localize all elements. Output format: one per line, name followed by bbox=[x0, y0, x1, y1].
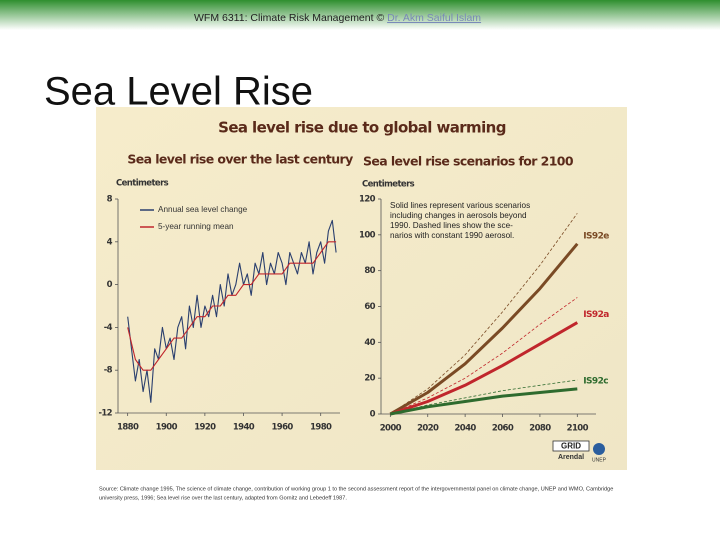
chart-title: Sea level rise scenarios for 2100 bbox=[363, 154, 574, 169]
source-line: university press, 1996; Sea level rise o… bbox=[99, 495, 347, 501]
logo-emblem bbox=[593, 443, 605, 455]
chart-title: Sea level rise over the last century bbox=[127, 152, 353, 167]
figure-background bbox=[96, 107, 627, 505]
series-line bbox=[389, 242, 579, 416]
series-line bbox=[390, 297, 578, 415]
x-tick-label: 1940 bbox=[233, 423, 255, 433]
x-tick-label: 2080 bbox=[529, 424, 551, 434]
x-tick-label: 2020 bbox=[417, 424, 439, 434]
y-tick-label: 100 bbox=[359, 230, 376, 240]
source-line: Source: Climate change 1995, The science… bbox=[99, 486, 613, 492]
legend-label: Annual sea level change bbox=[158, 205, 248, 214]
header-label: WFM 6311: Climate Risk Management © bbox=[194, 12, 387, 24]
y-axis-label: Centimeters bbox=[116, 179, 169, 189]
y-axis-label: Centimeters bbox=[362, 180, 415, 190]
source-background bbox=[96, 470, 627, 505]
series-label: IS92c bbox=[583, 376, 608, 386]
y-tick-label: 0 bbox=[107, 280, 113, 290]
legend-label: 5-year running mean bbox=[158, 222, 234, 231]
series-line bbox=[389, 321, 579, 416]
x-tick-label: 1980 bbox=[310, 423, 332, 433]
x-tick-label: 1920 bbox=[194, 423, 216, 433]
x-tick-label: 2060 bbox=[492, 424, 514, 434]
x-tick-label: 2000 bbox=[380, 424, 402, 434]
annotation: narios with constant 1990 aerosol. bbox=[390, 231, 514, 240]
annotation: 1990. Dashed lines show the sce- bbox=[390, 221, 513, 230]
y-tick-label: -12 bbox=[98, 409, 112, 419]
series-line bbox=[127, 241, 337, 371]
slide-title: Sea Level Rise bbox=[44, 70, 313, 114]
y-tick-label: 4 bbox=[107, 237, 113, 247]
header-bar bbox=[0, 0, 720, 30]
y-tick-label: 40 bbox=[364, 338, 375, 348]
y-tick-label: 120 bbox=[359, 195, 376, 205]
x-tick-label: 2100 bbox=[567, 424, 589, 434]
annotation: including changes in aerosols beyond bbox=[390, 211, 527, 220]
x-tick-label: 1960 bbox=[271, 423, 293, 433]
series-line bbox=[390, 387, 578, 416]
logo-text: UNEP bbox=[592, 457, 607, 463]
series-label: IS92e bbox=[583, 231, 609, 241]
logo-box bbox=[552, 440, 590, 452]
x-tick-label: 1900 bbox=[156, 423, 178, 433]
y-tick-label: -4 bbox=[104, 323, 113, 333]
logo-text: GRID bbox=[561, 442, 581, 451]
y-tick-label: 60 bbox=[364, 302, 375, 312]
y-tick-label: -8 bbox=[104, 366, 113, 376]
figure-title: Sea level rise due to global warming bbox=[218, 119, 506, 137]
logo-text: Arendal bbox=[558, 454, 584, 461]
annotation: Solid lines represent various scenarios bbox=[390, 201, 530, 210]
series-line bbox=[390, 213, 578, 415]
x-tick-label: 2040 bbox=[454, 424, 476, 434]
x-tick-label: 1880 bbox=[117, 423, 139, 433]
y-tick-label: 80 bbox=[364, 266, 375, 276]
y-tick-label: 0 bbox=[370, 410, 376, 420]
header-text: WFM 6311: Climate Risk Management © Dr. … bbox=[194, 12, 481, 24]
y-tick-label: 20 bbox=[364, 374, 375, 384]
series-label: IS92a bbox=[583, 310, 609, 320]
header-link[interactable]: Dr. Akm Saiful Islam bbox=[387, 12, 481, 24]
y-tick-label: 8 bbox=[107, 195, 113, 205]
